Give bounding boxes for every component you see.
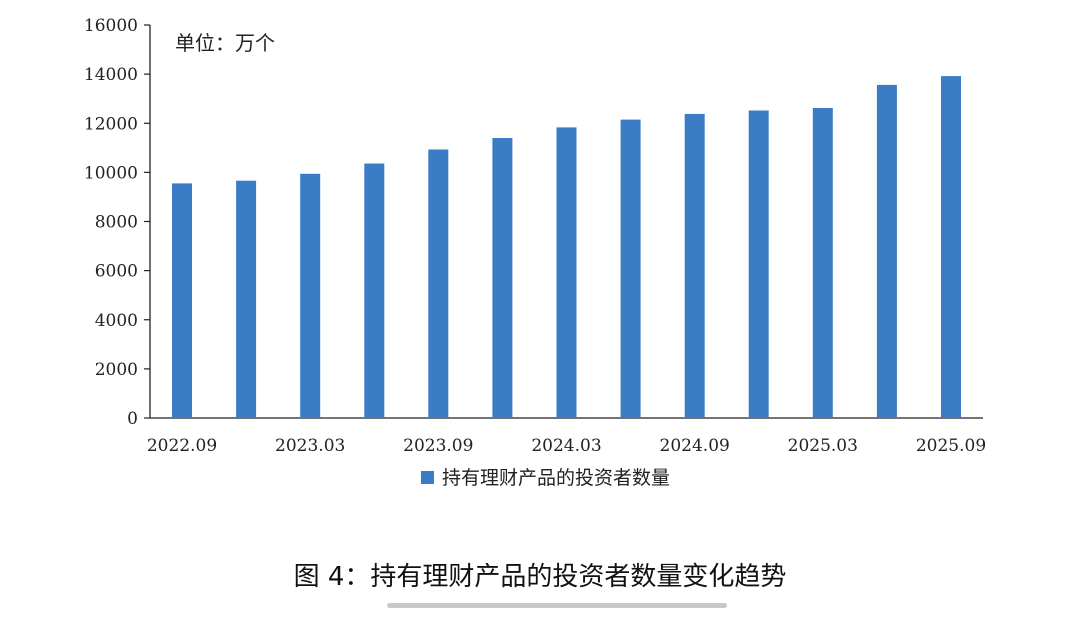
bar — [684, 113, 705, 419]
legend-label: 持有理财产品的投资者数量 — [442, 467, 670, 489]
y-tick-label: 6000 — [95, 262, 138, 282]
bar — [812, 108, 833, 418]
x-tick-label: 2024.09 — [660, 436, 730, 456]
y-tick-label: 0 — [127, 409, 138, 429]
y-tick-label: 12000 — [84, 114, 138, 134]
x-tick-label: 2024.03 — [531, 436, 601, 456]
bar — [620, 119, 641, 418]
x-tick-label: 2023.03 — [275, 436, 345, 456]
y-tick-label: 4000 — [95, 311, 138, 331]
x-tick-label: 2025.09 — [916, 436, 986, 456]
y-tick-label: 14000 — [84, 65, 138, 85]
bars — [172, 76, 961, 419]
x-tick-label: 2025.03 — [788, 436, 858, 456]
y-tick-label: 16000 — [84, 16, 138, 36]
x-tick-label: 2023.09 — [403, 436, 473, 456]
y-tick-label: 10000 — [84, 163, 138, 183]
bar — [172, 183, 192, 418]
bar-chart: 单位：万个 0 2000 4000 6000 8000 10000 12000 14000 16… — [84, 16, 986, 489]
bar — [941, 76, 961, 418]
bar — [428, 149, 449, 418]
legend-swatch — [421, 471, 434, 484]
bar — [236, 180, 257, 418]
bar — [300, 173, 321, 418]
x-axis: 2022.09 2023.03 2023.09 2024.03 2024.09 2025.… — [147, 417, 986, 456]
bar — [492, 138, 513, 418]
y-tick-label: 8000 — [95, 213, 138, 233]
home-indicator — [387, 603, 727, 608]
figure-caption: 图 4：持有理财产品的投资者数量变化趋势 — [293, 562, 787, 592]
y-axis: 0 2000 4000 6000 8000 10000 12000 14000 16000 — [84, 16, 151, 429]
bar — [556, 127, 577, 419]
y-tick-label: 2000 — [95, 360, 138, 380]
bar — [748, 110, 769, 418]
legend: 持有理财产品的投资者数量 — [421, 467, 670, 489]
bar — [876, 84, 897, 419]
bar — [364, 163, 385, 418]
x-tick-label: 2022.09 — [147, 436, 217, 456]
unit-label: 单位：万个 — [175, 31, 275, 55]
